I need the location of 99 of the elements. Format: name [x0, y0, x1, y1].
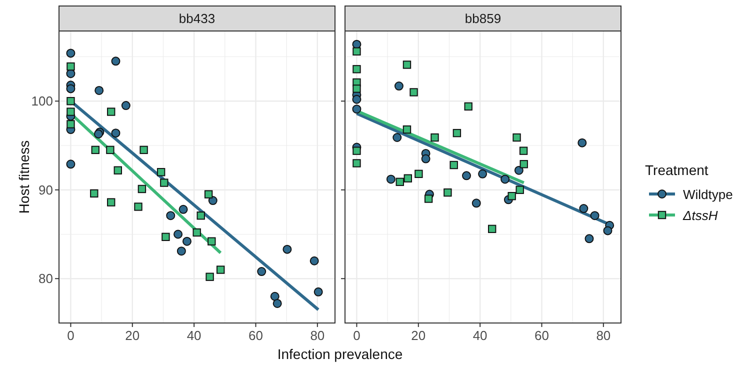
legend-label: ΔtssH [682, 208, 718, 223]
point [208, 237, 216, 246]
point [91, 146, 100, 154]
point [392, 133, 402, 142]
point [174, 230, 183, 239]
point [424, 194, 433, 203]
x-tick-label: 20 [411, 328, 426, 343]
point [396, 178, 404, 186]
point [121, 101, 130, 110]
point [421, 154, 430, 164]
point [196, 212, 205, 220]
point [66, 84, 76, 94]
point [508, 192, 516, 200]
legend-label: Wildtype [683, 187, 733, 202]
x-tick-label: 60 [248, 328, 263, 343]
point [603, 226, 612, 236]
x-tick-label: 40 [472, 328, 488, 343]
point [352, 47, 361, 56]
point [176, 246, 186, 256]
point [90, 189, 98, 198]
point [590, 211, 600, 220]
point [94, 86, 104, 95]
point [519, 146, 528, 155]
point [584, 234, 594, 244]
x-tick-label: 40 [186, 328, 202, 343]
point [66, 120, 75, 128]
point [272, 298, 282, 308]
point [352, 104, 362, 114]
point [162, 232, 170, 242]
point [107, 198, 116, 206]
point [410, 88, 418, 96]
point [314, 287, 323, 296]
point [352, 94, 362, 104]
point [66, 48, 76, 58]
point [430, 133, 439, 142]
x-tick-label: 80 [596, 328, 611, 343]
point [111, 128, 120, 138]
point [352, 84, 361, 93]
point [386, 174, 396, 184]
point [66, 160, 76, 169]
point [579, 204, 588, 214]
point [520, 160, 528, 168]
point [404, 174, 412, 182]
point [578, 138, 587, 148]
point [450, 160, 458, 170]
point [156, 168, 166, 176]
point [270, 292, 280, 301]
point [444, 188, 452, 197]
point [414, 170, 423, 178]
x-axis-title: Infection prevalence [277, 346, 403, 362]
point [488, 224, 496, 234]
point [352, 65, 361, 74]
point [107, 108, 116, 116]
x-tick-label: 0 [67, 328, 74, 343]
point [106, 146, 114, 154]
point [516, 186, 524, 194]
point [66, 62, 75, 71]
point [500, 174, 510, 184]
point [192, 228, 201, 237]
point [472, 198, 481, 208]
point [160, 178, 168, 187]
point [206, 272, 214, 281]
x-tick-label: 20 [125, 328, 140, 343]
point [166, 211, 176, 220]
x-tick-label: 80 [310, 328, 325, 343]
point [352, 146, 361, 155]
point [111, 56, 120, 66]
point [216, 266, 225, 274]
y-axis-title: Host fitness [16, 140, 32, 214]
point [66, 97, 75, 106]
point [402, 60, 412, 69]
y-tick-label: 100 [31, 94, 53, 109]
point [352, 159, 361, 168]
point [182, 236, 192, 246]
point [282, 244, 292, 254]
point [394, 82, 404, 91]
point [140, 146, 148, 154]
point [402, 125, 412, 134]
point [138, 184, 146, 194]
point [462, 171, 471, 180]
x-tick-label: 60 [534, 328, 549, 343]
point [257, 267, 266, 276]
point [514, 166, 524, 175]
chart-title: bb859 [464, 11, 502, 26]
point [512, 133, 521, 142]
point [66, 108, 75, 116]
point [464, 102, 472, 111]
y-tick-label: 90 [38, 182, 53, 198]
point [178, 204, 188, 214]
point [310, 256, 319, 266]
x-tick-label: 0 [353, 328, 360, 343]
point [134, 202, 142, 211]
legend-title: Treatment [645, 162, 708, 178]
point [204, 190, 213, 198]
point [452, 128, 462, 138]
point [478, 169, 488, 178]
point [114, 166, 122, 174]
chart-title: bb433 [178, 11, 216, 26]
y-tick-label: 80 [38, 271, 53, 286]
